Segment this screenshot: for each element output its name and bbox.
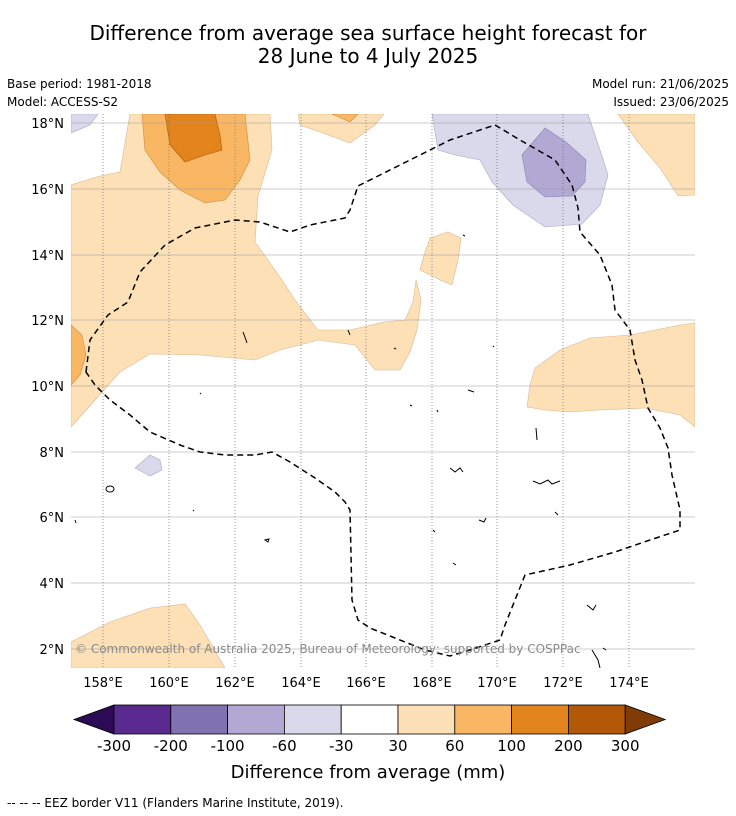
contour-mid-orange-edge bbox=[71, 324, 87, 386]
contour-light-orange-south bbox=[71, 603, 226, 668]
colorbar-ticks: -300 -200 -100 -60 -30 30 60 100 200 300 bbox=[97, 737, 640, 755]
lat-label: 16°N bbox=[31, 183, 64, 198]
colorbar bbox=[72, 704, 667, 735]
lon-label: 164°E bbox=[281, 676, 321, 691]
contour-light-orange-ne bbox=[617, 114, 695, 197]
copyright-text: © Commonwealth of Australia 2025, Bureau… bbox=[75, 642, 581, 656]
lat-label: 6°N bbox=[40, 511, 65, 526]
lat-label: 2°N bbox=[40, 643, 65, 658]
contour-mid-orange-top bbox=[331, 114, 359, 123]
colorbar-extend-low bbox=[72, 704, 115, 735]
longitude-labels: 158°E 160°E 162°E 164°E 166°E 168°E 170°… bbox=[83, 676, 649, 691]
contour-light-orange-island bbox=[419, 231, 462, 286]
graticule bbox=[71, 114, 695, 668]
islands bbox=[74, 234, 607, 668]
model-run: Model run: 21/06/2025 bbox=[591, 77, 729, 91]
lon-label: 168°E bbox=[412, 676, 452, 691]
lon-label: 172°E bbox=[543, 676, 583, 691]
contour-light-purple-small bbox=[134, 454, 163, 477]
contour-dark-orange-west bbox=[164, 114, 223, 163]
lat-label: 4°N bbox=[40, 577, 65, 592]
colorbar-segment bbox=[170, 704, 229, 735]
eez-border bbox=[85, 124, 681, 657]
colorbar-tick-label: 60 bbox=[445, 737, 464, 755]
lat-label: 14°N bbox=[31, 249, 64, 264]
contour-light-purple-edge bbox=[71, 114, 99, 134]
colorbar-tick-label: 30 bbox=[388, 737, 407, 755]
colorbar-segment bbox=[511, 704, 569, 735]
lon-label: 170°E bbox=[477, 676, 517, 691]
lon-label: 158°E bbox=[83, 676, 123, 691]
colorbar-segment bbox=[454, 704, 512, 735]
colorbar-segment bbox=[283, 704, 342, 735]
meta-left: Base period: 1981-2018 Model: ACCESS-S2 bbox=[7, 75, 152, 111]
title-line-1: Difference from average sea surface heig… bbox=[89, 21, 647, 45]
model-name: Model: ACCESS-S2 bbox=[7, 95, 119, 109]
colorbar-segment bbox=[227, 704, 285, 735]
contour-mid-purple-north bbox=[521, 127, 587, 198]
eez-footnote: -- -- -- EEZ border V11 (Flanders Marine… bbox=[7, 796, 344, 810]
colorbar-tick-label: -200 bbox=[154, 737, 188, 755]
lon-label: 174°E bbox=[609, 676, 649, 691]
colorbar-tick-label: -30 bbox=[329, 737, 354, 755]
colorbar-tick-label: 300 bbox=[611, 737, 640, 755]
latitude-labels: 18°N 16°N 14°N 12°N 10°N 8°N 6°N 4°N 2°N bbox=[31, 117, 64, 658]
lon-label: 162°E bbox=[215, 676, 255, 691]
colorbar-tick-label: 100 bbox=[497, 737, 526, 755]
colorbar-tick-label: -60 bbox=[272, 737, 297, 755]
lat-label: 10°N bbox=[31, 380, 64, 395]
lon-label: 166°E bbox=[346, 676, 386, 691]
colorbar-segment bbox=[113, 704, 172, 735]
lat-label: 18°N bbox=[31, 117, 64, 132]
colorbar-tick-label: -300 bbox=[97, 737, 131, 755]
colorbar-extend-high bbox=[624, 704, 667, 735]
colorbar-segment bbox=[568, 704, 626, 735]
meta-right: Model run: 21/06/2025 Issued: 23/06/2025 bbox=[592, 75, 729, 111]
map-title: Difference from average sea surface heig… bbox=[0, 22, 736, 68]
map-panel bbox=[71, 114, 695, 668]
colorbar-tick-label: 200 bbox=[554, 737, 583, 755]
lat-label: 12°N bbox=[31, 314, 64, 329]
colorbar-title: Difference from average (mm) bbox=[231, 762, 506, 783]
lat-label: 8°N bbox=[40, 446, 65, 461]
contour-light-orange-east bbox=[526, 322, 695, 428]
colorbar-segment bbox=[397, 704, 456, 735]
colorbar-tick-label: -100 bbox=[211, 737, 245, 755]
issued-date: Issued: 23/06/2025 bbox=[613, 95, 729, 109]
contour-light-orange-top bbox=[297, 114, 385, 144]
title-line-2: 28 June to 4 July 2025 bbox=[257, 44, 479, 68]
contour-light-orange-west bbox=[71, 114, 422, 428]
base-period: Base period: 1981-2018 bbox=[7, 77, 152, 91]
lon-label: 160°E bbox=[149, 676, 189, 691]
colorbar-segment bbox=[340, 704, 399, 735]
